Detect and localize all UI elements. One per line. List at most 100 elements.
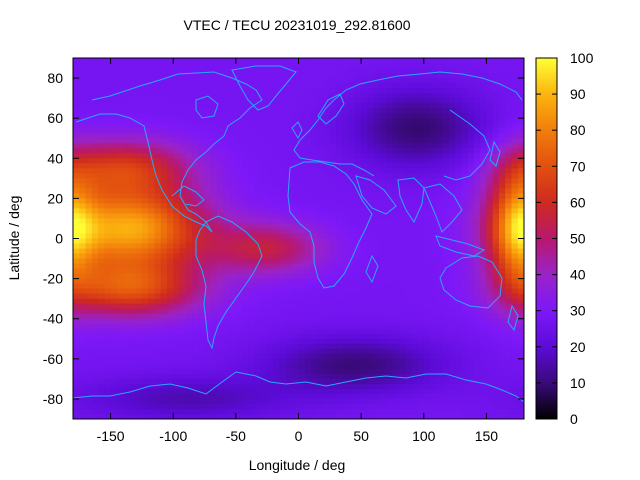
heatmap-cell [217,193,224,199]
heatmap-cell [116,83,124,89]
heatmap-cell [342,228,350,235]
heatmap-cell [179,123,187,129]
heatmap-cell [361,318,368,325]
heatmap-cell [248,143,256,149]
heatmap-cell [367,163,375,169]
heatmap-cell [104,148,112,154]
heatmap-cell [386,303,394,310]
heatmap-cell [104,258,112,265]
heatmap-cell [273,98,281,104]
heatmap-cell [467,273,475,280]
heatmap-cell [229,78,237,84]
heatmap-cell [436,218,444,225]
heatmap-cell [348,153,356,159]
heatmap-cell [123,283,130,290]
heatmap-cell [116,353,124,360]
heatmap-cell [141,198,149,204]
heatmap-cell [229,398,237,405]
heatmap-cell [210,278,218,285]
heatmap-cell [317,168,325,174]
heatmap-cell [235,98,243,104]
heatmap-cell [192,183,199,189]
heatmap-cell [323,118,331,124]
heatmap-cell [173,63,181,69]
heatmap-cell [141,258,149,265]
heatmap-cell [348,128,356,134]
heatmap-cell [486,208,494,215]
heatmap-cell [430,238,437,245]
heatmap-cell [273,338,281,345]
heatmap-cell [436,158,444,164]
heatmap-cell [298,113,306,119]
heatmap-cell [173,383,181,390]
heatmap-cell [285,338,293,345]
heatmap-cell [85,68,93,74]
heatmap-cell [311,313,318,320]
heatmap-cell [411,73,419,79]
heatmap-cell [123,68,130,74]
heatmap-cell [498,143,506,149]
heatmap-cell [304,383,312,390]
heatmap-cell [430,293,437,300]
heatmap-cell [192,93,199,99]
heatmap-cell [354,348,362,355]
heatmap-cell [279,178,287,184]
heatmap-cell [467,163,475,169]
heatmap-cell [210,358,218,365]
heatmap-cell [160,123,168,129]
heatmap-cell [329,313,337,320]
heatmap-cell [517,68,524,74]
heatmap-cell [404,298,412,305]
heatmap-cell [430,263,437,270]
heatmap-cell [116,288,124,295]
heatmap-cell [517,383,524,390]
heatmap-cell [342,293,350,300]
heatmap-cell [129,193,137,199]
heatmap-cell [129,318,137,325]
heatmap-cell [154,398,162,405]
heatmap-cell [85,263,93,270]
heatmap-cell [329,328,337,335]
heatmap-cell [480,328,488,335]
heatmap-cell [348,133,356,139]
heatmap-cell [91,233,99,240]
heatmap-cell [442,193,450,199]
heatmap-cell [304,128,312,134]
heatmap-cell [442,298,450,305]
heatmap-cell [473,363,481,370]
heatmap-cell [448,188,456,194]
heatmap-cell [260,73,268,79]
heatmap-cell [480,188,488,194]
heatmap-cell [292,73,300,79]
heatmap-cell [292,103,300,109]
heatmap-cell [248,293,256,300]
heatmap-cell [348,223,356,230]
heatmap-cell [480,153,488,159]
heatmap-cell [91,288,99,295]
heatmap-cell [242,223,249,230]
heatmap-cell [354,258,362,265]
heatmap-cell [373,158,381,164]
heatmap-cell [311,238,318,245]
heatmap-cell [348,298,356,305]
heatmap-cell [442,108,450,114]
heatmap-cell [192,328,199,335]
heatmap-cell [348,313,356,320]
heatmap-cell [498,388,506,395]
heatmap-cell [210,248,218,255]
heatmap-cell [98,173,105,179]
heatmap-cell [166,348,174,355]
heatmap-cell [217,58,224,64]
heatmap-cell [217,368,224,375]
heatmap-cell [342,318,350,325]
heatmap-cell [342,163,350,169]
heatmap-cell [430,333,437,340]
heatmap-cell [511,388,519,395]
heatmap-cell [129,313,137,320]
heatmap-cell [492,98,500,104]
heatmap-cell [160,248,168,255]
heatmap-cell [430,143,437,149]
heatmap-cell [198,288,206,295]
heatmap-cell [336,213,343,220]
heatmap-cell [148,98,156,104]
